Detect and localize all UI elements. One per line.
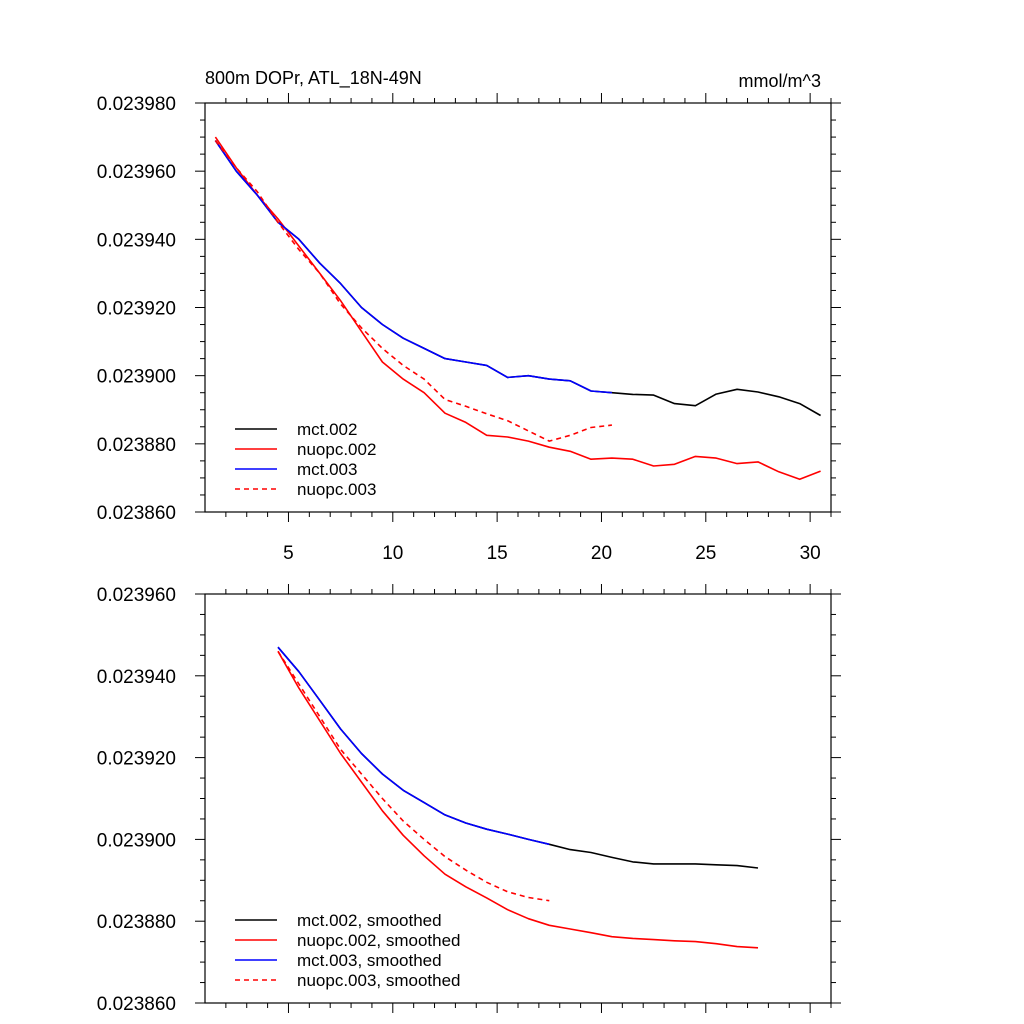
- y-tick-label: 0.023920: [97, 299, 176, 320]
- units-label: mmol/m^3: [739, 71, 821, 91]
- series-line-nuopc-003: [214, 140, 612, 442]
- series-line-mct-003: [214, 140, 612, 394]
- x-tick-label: 30: [800, 543, 821, 564]
- y-tick-label: 0.023940: [97, 230, 176, 251]
- legend-label: mct.002: [297, 420, 357, 439]
- legend-label: nuopc.002: [297, 440, 376, 459]
- x-tick-label: 10: [382, 543, 403, 564]
- series-line-mct-002: [214, 140, 821, 417]
- x-tick-label: 25: [695, 543, 716, 564]
- y-tick-label: 0.023980: [97, 94, 176, 115]
- y-tick-label: 0.023880: [97, 912, 176, 933]
- bottom-panel: 0.023960 0.023940 0.023920 0.023900 0.023880…: [97, 584, 841, 1015]
- series-line-mct-002-smoothed: [277, 646, 759, 869]
- series-line-nuopc-002-smoothed: [277, 650, 759, 949]
- y-tick-label: 0.023880: [97, 435, 176, 456]
- chart-title: 800m DOPr, ATL_18N-49N: [205, 68, 422, 89]
- y-tick-label: 0.023960: [97, 162, 176, 183]
- y-tick-label: 0.023900: [97, 367, 176, 388]
- legend-label: mct.003: [297, 460, 357, 479]
- legend-label: nuopc.002, smoothed: [297, 931, 461, 950]
- y-tick-label: 0.023860: [97, 503, 176, 524]
- legend-label: mct.002, smoothed: [297, 911, 442, 930]
- legend-label: nuopc.003: [297, 480, 376, 499]
- y-tick-label: 0.023940: [97, 667, 176, 688]
- y-tick-label: 0.023960: [97, 585, 176, 606]
- top-panel: 5 10 15 20 25 30 0.023980 0.023960 0.023940 0.023…: [97, 68, 841, 564]
- series-line-nuopc-003-smoothed: [277, 650, 550, 902]
- x-tick-label: 15: [487, 543, 508, 564]
- y-tick-label: 0.023900: [97, 830, 176, 851]
- x-tick-label: 5: [283, 543, 294, 564]
- x-tick-label: 20: [591, 543, 612, 564]
- series-line-mct-003-smoothed: [277, 646, 550, 846]
- legend-label: mct.003, smoothed: [297, 951, 442, 970]
- legend-label: nuopc.003, smoothed: [297, 971, 461, 990]
- y-tick-label: 0.023920: [97, 749, 176, 770]
- y-tick-label: 0.023860: [97, 994, 176, 1015]
